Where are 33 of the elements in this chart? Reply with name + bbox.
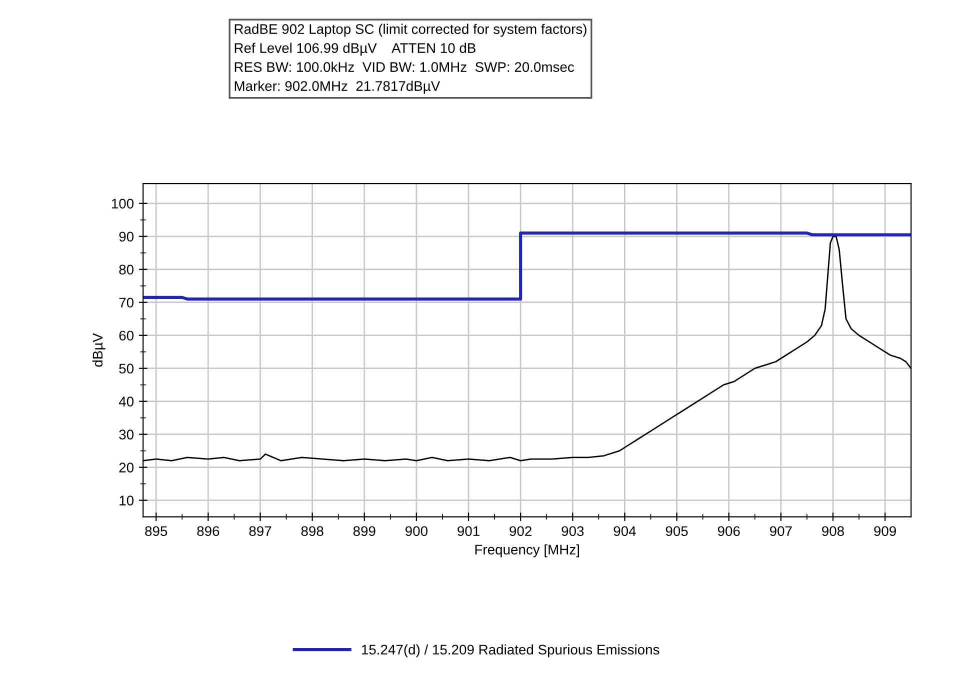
y-tick-label: 20 — [119, 462, 134, 472]
x-axis-title: Frequency [MHz] — [475, 544, 579, 558]
x-tick-label: 905 — [666, 526, 688, 536]
text: RES BW: 100.0kHz VID BW: 1.0MHz SWP: 20.0msec — [234, 62, 574, 72]
x-tick-label: 896 — [197, 526, 220, 536]
x-tick-label: 904 — [614, 526, 636, 536]
y-tick-label: 30 — [119, 430, 134, 440]
text: Ref Level 106.99 dBµV ATTEN 10 dB — [234, 42, 476, 56]
legend-label: 15.247(d) / 15.209 Radiated Spurious Emissions — [362, 644, 660, 658]
line-series — [143, 232, 912, 301]
y-tick-label: 100 — [112, 198, 134, 209]
y-tick-label: 10 — [120, 496, 134, 506]
y-axis-title: dBµV — [92, 333, 106, 367]
x-tick-label: 903 — [562, 526, 584, 536]
y-tick-label: 60 — [119, 330, 134, 341]
text: Marker: 902.0MHz 21.7817dBµV — [234, 80, 440, 94]
x-tick-label: 907 — [770, 526, 792, 536]
x-tick-label: 898 — [301, 526, 324, 536]
x-tick-label: 901 — [458, 526, 480, 536]
y-tick-label: 70 — [119, 298, 134, 308]
y-tick-label: 50 — [119, 364, 134, 374]
x-tick-label: 906 — [718, 526, 740, 536]
y-tick-label: 40 — [118, 396, 134, 407]
x-tick-label: 900 — [406, 526, 428, 536]
x-tick-label: 895 — [145, 526, 168, 536]
x-tick-label: 902 — [510, 526, 532, 536]
chart-title: RadBE 902 Laptop SC (limit corrected for system factors) — [234, 24, 586, 37]
x-tick-label: 909 — [874, 526, 896, 536]
y-tick-label: 90 — [119, 232, 134, 242]
x-tick-label: 897 — [249, 526, 272, 536]
y-tick-label: 80 — [119, 264, 134, 275]
x-tick-label: 899 — [353, 526, 376, 536]
x-tick-label: 908 — [822, 526, 844, 536]
